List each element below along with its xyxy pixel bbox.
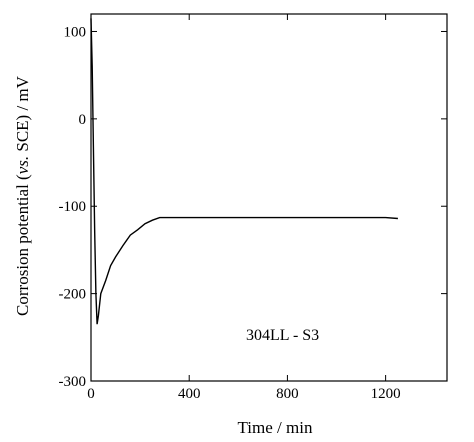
axis-ticks [90,14,447,382]
series-line [90,18,398,325]
x-tick-label: 0 [87,386,95,402]
y-tick-label: -200 [59,287,87,303]
y-axis-label-suffix: SCE) / mV [13,75,32,156]
tick-labels: 0 400 800 1200 100 0 -100 -200 -300 [59,24,401,402]
y-tick-label: 0 [79,112,87,128]
x-tick-label: 800 [276,386,299,402]
y-tick-label: -100 [59,199,87,215]
x-tick-label: 1200 [371,386,401,402]
x-axis-label: Time / min [238,418,313,437]
y-axis-label: Corrosion potential (vs. SCE) / mV [13,75,32,316]
annotation-label: 304LL - S3 [246,327,319,344]
y-tick-label: 100 [64,24,87,40]
y-axis-label-prefix: Corrosion potential ( [13,174,32,316]
x-tick-label: 400 [178,386,201,402]
plot-frame [90,13,448,382]
y-axis-label-italic: vs. [13,156,32,174]
y-tick-label: -300 [59,374,87,390]
